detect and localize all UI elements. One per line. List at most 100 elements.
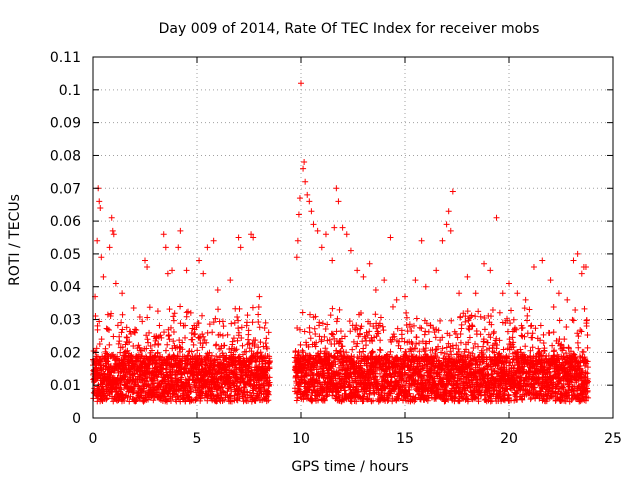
data-point xyxy=(207,356,214,363)
data-point xyxy=(465,349,472,356)
data-point xyxy=(376,346,383,353)
data-point xyxy=(336,339,343,346)
data-point xyxy=(305,343,312,350)
data-point xyxy=(136,313,143,320)
data-point xyxy=(296,388,303,395)
data-point xyxy=(209,329,216,336)
data-point xyxy=(220,323,227,330)
data-point xyxy=(179,339,186,346)
data-point xyxy=(157,332,164,339)
data-point xyxy=(235,317,242,324)
data-point xyxy=(164,341,171,348)
data-point xyxy=(93,345,100,352)
data-point xyxy=(235,332,242,339)
data-point xyxy=(558,341,565,348)
data-point xyxy=(126,398,133,405)
data-point xyxy=(234,337,241,344)
data-point xyxy=(360,345,367,352)
data-point xyxy=(244,389,251,396)
data-point xyxy=(336,306,343,313)
data-point xyxy=(266,357,273,364)
data-point xyxy=(255,319,262,326)
data-point xyxy=(312,313,319,320)
data-point xyxy=(300,349,307,356)
data-point xyxy=(300,396,307,403)
data-point xyxy=(529,330,536,337)
data-point xyxy=(330,331,337,338)
data-point xyxy=(490,330,497,337)
data-point xyxy=(235,325,242,332)
data-point xyxy=(217,331,224,338)
data-point xyxy=(194,347,201,354)
data-point xyxy=(202,359,209,366)
data-point xyxy=(347,381,354,388)
data-point xyxy=(210,319,217,326)
data-point xyxy=(312,331,319,338)
data-point xyxy=(228,320,235,327)
data-point xyxy=(296,351,303,358)
data-point xyxy=(188,348,195,355)
data-point xyxy=(332,361,339,368)
data-point xyxy=(309,369,316,376)
data-point xyxy=(349,346,356,353)
data-point xyxy=(170,317,177,324)
data-point xyxy=(354,340,361,347)
data-point xyxy=(293,397,300,404)
data-point xyxy=(313,339,320,346)
data-point xyxy=(489,307,496,314)
data-point xyxy=(119,344,126,351)
data-point xyxy=(563,324,570,331)
data-point xyxy=(239,375,246,382)
data-point xyxy=(155,341,162,348)
data-point xyxy=(379,323,386,330)
data-point xyxy=(372,311,379,318)
data-point xyxy=(162,347,169,354)
data-point xyxy=(261,325,268,332)
data-point xyxy=(166,336,173,343)
data-point xyxy=(496,309,503,316)
data-point xyxy=(265,329,272,336)
data-point xyxy=(199,340,206,347)
data-point xyxy=(248,367,255,374)
data-point xyxy=(500,346,507,353)
data-point xyxy=(186,377,193,384)
data-point xyxy=(184,360,191,367)
data-point xyxy=(213,341,220,348)
data-point xyxy=(448,317,455,324)
data-point xyxy=(246,340,253,347)
data-point xyxy=(341,387,348,394)
data-point xyxy=(103,396,110,403)
data-point xyxy=(311,325,318,332)
data-point xyxy=(353,398,360,405)
data-point xyxy=(535,345,542,352)
data-point xyxy=(366,328,373,335)
data-point xyxy=(190,341,197,348)
data-point xyxy=(350,338,357,345)
data-point xyxy=(294,394,301,401)
data-point xyxy=(139,318,146,325)
data-point xyxy=(387,348,394,355)
data-point xyxy=(264,345,271,352)
data-point xyxy=(135,382,142,389)
data-point xyxy=(337,328,344,335)
data-point xyxy=(245,397,252,404)
data-point xyxy=(154,308,161,315)
data-point xyxy=(239,342,246,349)
data-point xyxy=(226,363,233,370)
data-point xyxy=(104,326,111,333)
data-point xyxy=(472,313,479,320)
data-point xyxy=(204,329,211,336)
data-point xyxy=(183,313,190,320)
data-point xyxy=(177,320,184,327)
data-point xyxy=(121,397,128,404)
data-point xyxy=(413,315,420,322)
data-point xyxy=(212,315,219,322)
data-point xyxy=(165,388,172,395)
data-point xyxy=(103,350,110,357)
data-point xyxy=(93,353,100,360)
data-point xyxy=(255,344,262,351)
data-point xyxy=(324,321,331,328)
data-point xyxy=(218,384,225,391)
data-point xyxy=(146,304,153,311)
data-point xyxy=(550,304,557,311)
